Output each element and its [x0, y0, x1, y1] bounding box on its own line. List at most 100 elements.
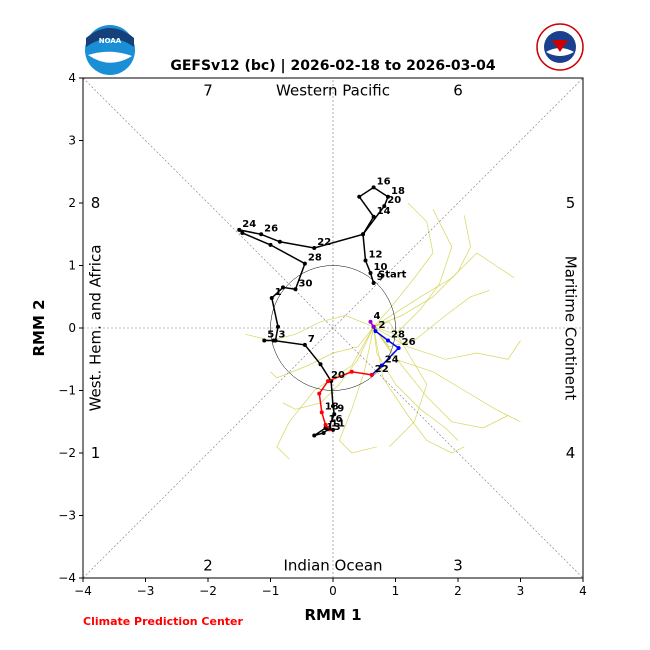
point-label: 1 — [275, 287, 282, 298]
point-label: 24 — [242, 219, 256, 230]
ensemble-member-2 — [373, 326, 521, 423]
series-1-point-11 — [312, 246, 317, 250]
series-1-point-10 — [361, 232, 365, 237]
y-tick-label: −1 — [58, 384, 76, 398]
ensemble-member-9 — [373, 326, 465, 454]
y-axis-label: RMM 2 — [30, 299, 48, 356]
point-label: 5 — [267, 330, 274, 341]
series-1-point-23 — [262, 338, 267, 343]
region-label-top: Western Pacific — [276, 82, 390, 100]
series-1-point-21 — [276, 324, 280, 329]
series-1-point-2 — [368, 271, 373, 275]
y-tick-label: −4 — [58, 571, 76, 585]
noaa-logo-text: NOAA — [99, 37, 122, 45]
phase-number-7: 7 — [203, 82, 213, 100]
ensemble-member-15 — [373, 326, 509, 429]
point-label: 9 — [337, 403, 344, 414]
phase-number-5: 5 — [566, 194, 576, 212]
point-label: 22 — [317, 237, 331, 248]
ensemble-member-11 — [373, 252, 515, 328]
series-3-point-5 — [319, 410, 324, 415]
point-label: 4 — [374, 311, 381, 322]
series-1-point-17 — [302, 261, 307, 266]
series-1-point-13 — [259, 232, 264, 237]
series-1-point-16 — [268, 242, 273, 247]
series-line-1 — [237, 186, 389, 437]
point-label: 20 — [331, 370, 345, 381]
phase-number-8: 8 — [91, 194, 101, 212]
series-4-point-2 — [371, 324, 376, 329]
series-1-point-12 — [277, 239, 282, 244]
point-label: 16 — [377, 176, 391, 187]
series-3-point-1 — [369, 372, 374, 377]
x-tick-label: −4 — [74, 584, 92, 598]
series-2-point-3 — [386, 338, 390, 343]
phase-guides — [82, 77, 584, 579]
y-tick-label: 1 — [68, 259, 76, 273]
point-label: 14 — [377, 206, 391, 217]
ensemble-member-14 — [276, 326, 374, 460]
series-1-point-29 — [332, 412, 337, 417]
point-label: 20 — [387, 195, 401, 206]
start-label: Start — [378, 270, 407, 281]
series-1-point-7 — [371, 185, 376, 190]
series-3-point-6 — [323, 422, 328, 427]
series-1-point-14 — [237, 227, 242, 232]
y-tick-label: −3 — [58, 509, 76, 523]
x-tick-label: 2 — [454, 584, 462, 598]
y-tick-label: −2 — [58, 446, 76, 460]
y-tick-label: 3 — [68, 134, 76, 148]
phase-number-4: 4 — [566, 444, 576, 462]
ensemble-member-6 — [373, 202, 434, 328]
point-label: 28 — [308, 253, 322, 264]
point-label: 10 — [374, 262, 388, 273]
series-3-point-2 — [349, 369, 354, 374]
series-1-point-32 — [312, 433, 317, 438]
point-label: 3 — [279, 330, 286, 341]
point-label: 2 — [379, 320, 386, 331]
series-2-point-4 — [396, 346, 401, 350]
series-1-point-24 — [271, 338, 276, 343]
ensemble-member-4 — [282, 326, 374, 410]
series-1-point-15 — [240, 231, 245, 235]
series-3-point-3 — [326, 379, 330, 384]
series-1-point-1 — [371, 281, 376, 285]
region-label-right: Maritime Continent — [562, 256, 580, 401]
ensemble-member-3 — [373, 326, 459, 441]
series-1-point-18 — [293, 287, 298, 292]
point-label: 9 — [377, 272, 384, 283]
point-label: 22 — [375, 364, 389, 375]
region-label-bottom: Indian Ocean — [283, 557, 382, 575]
point-label: 30 — [299, 278, 313, 289]
point-label: 24 — [385, 355, 399, 366]
ensemble-member-1 — [373, 290, 490, 348]
nws-logo — [536, 23, 584, 71]
y-tick-label: 4 — [68, 71, 76, 85]
point-label: 12 — [369, 250, 383, 261]
point-label: 13 — [327, 422, 341, 433]
series-1-point-25 — [302, 342, 307, 347]
y-tick-label: 2 — [68, 196, 76, 210]
series-1-point-19 — [281, 285, 285, 290]
phase-number-3: 3 — [453, 557, 463, 575]
point-label: 7 — [308, 334, 315, 345]
unit-circle — [270, 265, 396, 391]
y-tick-label: 0 — [68, 321, 76, 335]
ensemble-member-5 — [373, 215, 471, 328]
series-1-point-33 — [323, 426, 328, 430]
series-4-point-1 — [368, 319, 373, 324]
ensemble-member-7 — [270, 326, 374, 379]
series-3-point-4 — [317, 391, 322, 396]
x-tick-label: 0 — [329, 584, 337, 598]
x-tick-label: −1 — [262, 584, 280, 598]
x-axis-label: RMM 1 — [304, 606, 361, 624]
x-tick-label: −3 — [137, 584, 155, 598]
series-1-point-34 — [331, 427, 335, 432]
series-3-point-7 — [327, 427, 332, 432]
point-label: 18 — [325, 401, 339, 412]
x-tick-label: 3 — [517, 584, 525, 598]
point-label: 26 — [402, 337, 416, 348]
region-label-left: West. Hem. and Africa — [87, 245, 105, 412]
